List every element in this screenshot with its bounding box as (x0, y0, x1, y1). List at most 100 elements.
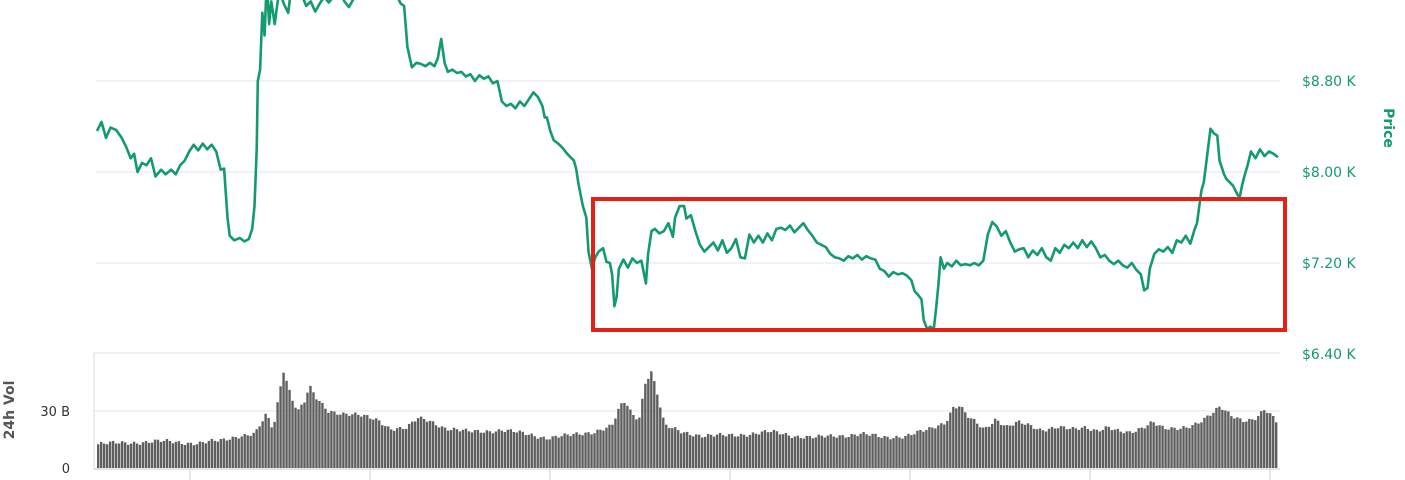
volume-bar (841, 435, 844, 468)
volume-bar (228, 439, 231, 468)
volume-bar (958, 406, 961, 468)
volume-bar (1275, 422, 1278, 468)
volume-bar (665, 424, 668, 468)
volume-bar (1161, 425, 1164, 468)
volume-bar (1038, 428, 1042, 468)
volume-bar (527, 434, 530, 468)
volume-bar (913, 434, 916, 468)
volume-bar (996, 420, 1000, 468)
volume-bar (461, 429, 465, 468)
volume-bar (1107, 426, 1110, 468)
volume-bar (339, 414, 342, 468)
volume-bar (805, 435, 808, 468)
volume-bar (150, 442, 154, 468)
volume-bar (1014, 421, 1018, 468)
volume-bar (159, 441, 163, 468)
volume-axis-title: 24h Vol (2, 381, 18, 440)
volume-bar (934, 428, 937, 468)
volume-bar (835, 437, 838, 468)
volume-bar (318, 401, 321, 468)
volume-bar (494, 431, 498, 468)
volume-bar (141, 442, 145, 468)
volume-bar (213, 440, 216, 468)
volume-bar (778, 434, 782, 468)
volume-bar (623, 402, 626, 468)
volume-bar (1089, 430, 1093, 468)
price-axis-title: Price (1380, 108, 1396, 148)
volume-bar (784, 433, 788, 468)
volume-bar (210, 438, 214, 468)
volume-bar (820, 435, 823, 468)
volume-bar (886, 436, 889, 468)
volume-bar (799, 438, 803, 468)
volume-bar (1152, 422, 1155, 468)
volume-bar (542, 436, 545, 468)
volume-bar (1008, 425, 1012, 468)
volume-bar (700, 437, 704, 468)
volume-bar (668, 428, 671, 468)
volume-bar (620, 403, 623, 468)
volume-bar (1059, 426, 1063, 468)
volume-bar (249, 435, 252, 468)
volume-bar (174, 441, 178, 468)
volume-bar (192, 445, 196, 468)
volume-bar (147, 442, 151, 468)
volume-bar (1248, 418, 1251, 468)
volume-bar (1017, 420, 1021, 468)
volume-bar (982, 427, 985, 468)
volume-bar (117, 443, 121, 468)
volume-bar (126, 444, 130, 468)
volume-bar (808, 435, 811, 468)
volume-bar (650, 371, 653, 468)
volume-bar (189, 442, 193, 468)
volume-bar (548, 439, 551, 468)
volume-bar (422, 419, 426, 468)
volume-bar (727, 434, 731, 468)
volume-bar (153, 439, 157, 468)
volume-bar (686, 431, 689, 468)
volume-bar (1125, 431, 1128, 468)
volume-bar (976, 423, 979, 468)
volume-bar (1269, 413, 1272, 468)
volume-bar (703, 436, 707, 468)
volume-bar (694, 434, 698, 468)
volume-bar (775, 431, 779, 468)
volume-bar (434, 425, 438, 468)
volume-bar (1041, 430, 1045, 468)
volume-bar (850, 434, 853, 468)
volume-bar (363, 414, 366, 468)
volume-bar (984, 426, 988, 468)
volume-bar (369, 418, 372, 468)
volume-bar (482, 432, 486, 468)
volume-bar (509, 429, 512, 468)
volume-bar (1044, 431, 1048, 468)
volume-bar (312, 392, 315, 468)
volume-bar (1257, 415, 1260, 468)
volume-bar (1164, 429, 1167, 468)
volume-bar (748, 434, 752, 468)
volume-bar (168, 441, 172, 468)
volume-bar (366, 415, 369, 468)
volume-bar (240, 436, 243, 468)
volume-bar (276, 402, 279, 468)
volume-bar (644, 383, 647, 468)
volume-bar (551, 436, 554, 468)
volume-bar (536, 438, 539, 468)
volume-bar (488, 431, 492, 468)
volume-bar (470, 432, 474, 468)
volume-bar (611, 424, 614, 468)
volume-bar (351, 414, 354, 468)
volume-bar (336, 414, 339, 468)
volume-bar (653, 381, 656, 468)
volume-bar (769, 432, 773, 468)
volume-bar (413, 421, 417, 468)
volume-bar (285, 380, 288, 468)
volume-bar (724, 436, 728, 468)
volume-bar (987, 426, 991, 468)
volume-bar (360, 416, 363, 468)
volume-bar (1116, 428, 1119, 468)
volume-bar (739, 433, 743, 468)
volume-bar (1215, 407, 1218, 468)
volume-bar (1140, 427, 1143, 468)
